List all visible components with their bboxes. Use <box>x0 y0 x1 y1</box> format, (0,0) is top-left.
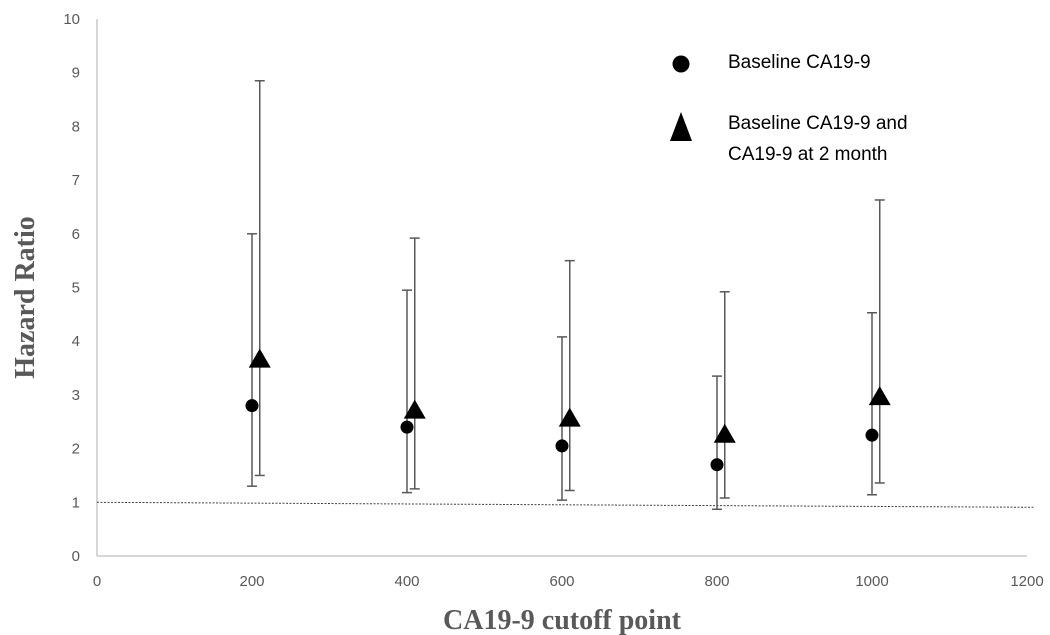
reference-line-hr-1 <box>96 501 1036 508</box>
x-tick-label: 1200 <box>1010 573 1043 590</box>
triangle-point <box>403 399 426 419</box>
x-tick-labels: 0 200 400 600 800 1000 1200 <box>93 573 1044 590</box>
y-tick-label: 2 <box>72 441 80 458</box>
x-axis-title: CA19-9 cutoff point <box>443 605 682 635</box>
triangle-point <box>248 348 271 368</box>
x-tick-label: 600 <box>549 573 574 590</box>
y-tick-label: 10 <box>63 11 80 28</box>
legend-label-baseline: Baseline CA19-9 <box>728 52 871 73</box>
legend-label-combined-line1: Baseline CA19-9 and <box>728 113 908 134</box>
y-tick-label: 4 <box>72 333 80 350</box>
y-tick-label: 9 <box>72 65 80 82</box>
triangle-point <box>868 386 891 406</box>
y-tick-label: 5 <box>72 280 80 297</box>
data-markers <box>245 348 891 472</box>
circle-point <box>245 399 259 413</box>
circle-point <box>865 428 879 442</box>
x-tick-label: 0 <box>93 573 101 590</box>
circle-point <box>710 458 724 472</box>
y-tick-label: 7 <box>72 172 80 189</box>
x-tick-label: 400 <box>394 573 419 590</box>
triangle-point <box>558 407 581 427</box>
legend-circle-marker <box>672 55 690 73</box>
y-tick-label: 8 <box>72 118 80 135</box>
y-tick-label: 0 <box>72 548 80 565</box>
y-tick-label: 6 <box>72 226 80 243</box>
y-tick-label: 3 <box>72 387 80 404</box>
circle-point <box>400 420 414 434</box>
legend: Baseline CA19-9 Baseline CA19-9 and CA19… <box>670 52 908 165</box>
x-tick-label: 200 <box>239 573 264 590</box>
legend-label-combined-line2: CA19-9 at 2 month <box>728 144 887 165</box>
y-tick-labels: 0 1 2 3 4 5 6 7 8 9 10 <box>63 11 80 565</box>
x-tick-label: 1000 <box>855 573 888 590</box>
y-tick-label: 1 <box>72 494 80 511</box>
x-tick-label: 800 <box>704 573 729 590</box>
error-bars <box>247 80 885 511</box>
y-axis-title: Hazard Ratio <box>10 216 41 379</box>
triangle-point <box>713 423 736 443</box>
circle-point <box>555 439 569 453</box>
legend-triangle-marker <box>670 112 692 141</box>
